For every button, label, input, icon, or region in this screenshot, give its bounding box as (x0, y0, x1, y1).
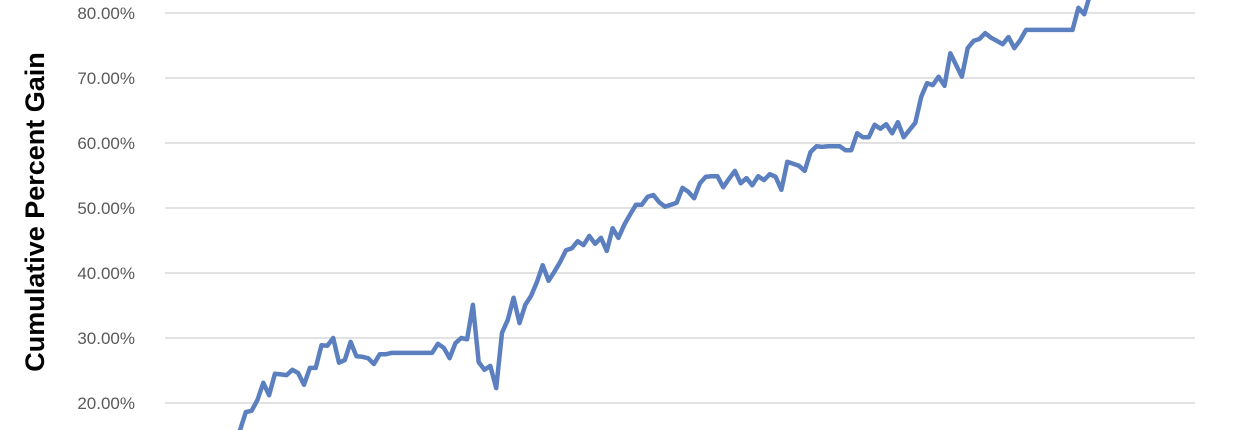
y-tick-labels: 20.00% 30.00% 40.00% 50.00% 60.00% 70.00% 80.0… (77, 4, 135, 413)
y-tick-label: 30.00% (77, 329, 135, 348)
y-tick-label: 40.00% (77, 264, 135, 283)
y-tick-label: 70.00% (77, 69, 135, 88)
y-axis-label: Cumulative Percent Gain (20, 52, 50, 372)
y-tick-label: 50.00% (77, 199, 135, 218)
y-tick-label: 20.00% (77, 394, 135, 413)
gridlines (165, 12, 1195, 404)
y-tick-label: 60.00% (77, 134, 135, 153)
series-line (237, 0, 1091, 430)
y-tick-label: 80.00% (77, 4, 135, 23)
